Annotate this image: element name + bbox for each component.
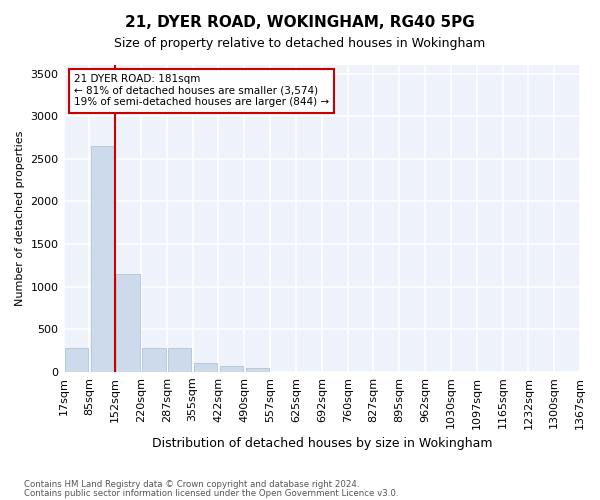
X-axis label: Distribution of detached houses by size in Wokingham: Distribution of detached houses by size …: [152, 437, 492, 450]
Bar: [142, 348, 166, 372]
Text: Size of property relative to detached houses in Wokingham: Size of property relative to detached ho…: [115, 38, 485, 51]
Bar: [65, 348, 88, 372]
Text: 21 DYER ROAD: 181sqm
← 81% of detached houses are smaller (3,574)
19% of semi-de: 21 DYER ROAD: 181sqm ← 81% of detached h…: [74, 74, 329, 108]
Bar: [91, 146, 114, 372]
Bar: [220, 366, 243, 372]
Text: 21, DYER ROAD, WOKINGHAM, RG40 5PG: 21, DYER ROAD, WOKINGHAM, RG40 5PG: [125, 15, 475, 30]
Bar: [116, 274, 140, 372]
Bar: [194, 364, 217, 372]
Bar: [245, 368, 269, 372]
Y-axis label: Number of detached properties: Number of detached properties: [15, 130, 25, 306]
Text: Contains HM Land Registry data © Crown copyright and database right 2024.: Contains HM Land Registry data © Crown c…: [24, 480, 359, 489]
Text: Contains public sector information licensed under the Open Government Licence v3: Contains public sector information licen…: [24, 490, 398, 498]
Bar: [168, 348, 191, 372]
